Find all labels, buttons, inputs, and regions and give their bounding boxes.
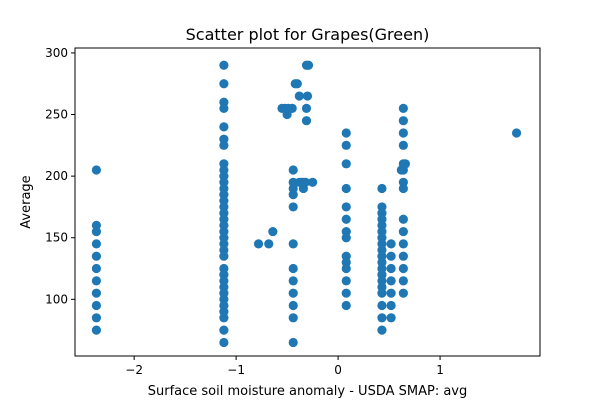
data-point	[219, 79, 229, 89]
data-point	[219, 251, 229, 261]
data-point	[308, 177, 318, 187]
data-point	[386, 300, 396, 311]
data-point	[398, 140, 408, 150]
data-point	[386, 263, 396, 274]
data-point	[294, 91, 304, 101]
data-point	[91, 165, 102, 175]
y-axis-ticks: 100 150 200 250 300	[45, 46, 75, 306]
data-point	[219, 103, 229, 113]
data-point	[264, 239, 274, 249]
data-point	[219, 325, 229, 335]
data-point	[288, 337, 298, 348]
data-point	[288, 288, 298, 298]
data-point	[398, 276, 408, 286]
x-tick-label: 0	[334, 363, 342, 377]
data-point	[302, 91, 313, 101]
y-tick-label: 200	[45, 169, 68, 183]
data-point	[341, 263, 351, 274]
data-point	[288, 190, 298, 200]
data-point	[341, 300, 351, 311]
data-point	[341, 159, 351, 169]
data-point	[386, 276, 396, 286]
data-point	[398, 214, 408, 224]
plot-frame	[74, 47, 541, 357]
data-point	[511, 128, 522, 138]
y-tick-label: 300	[45, 46, 68, 60]
x-tick-label: −1	[227, 363, 245, 377]
data-point	[219, 140, 229, 150]
data-point	[91, 288, 102, 298]
y-axis-label: Average	[19, 175, 34, 228]
data-point	[341, 183, 351, 194]
data-point	[386, 251, 396, 261]
data-point	[288, 313, 298, 323]
data-point	[300, 177, 311, 187]
data-point	[341, 214, 351, 224]
data-point	[398, 116, 408, 126]
data-point	[341, 128, 351, 138]
x-tick-label: −2	[125, 363, 143, 377]
data-point	[341, 276, 351, 286]
data-point	[219, 60, 229, 70]
x-axis-ticks: −2 −1 0 1	[125, 356, 444, 377]
data-point	[288, 165, 298, 175]
data-point	[398, 128, 408, 138]
data-point	[288, 202, 298, 212]
data-point	[268, 226, 278, 237]
data-point	[398, 226, 408, 237]
data-point	[398, 263, 408, 274]
data-point	[341, 140, 351, 150]
y-tick-label: 250	[45, 108, 68, 122]
y-tick-label: 100	[45, 292, 68, 306]
data-point	[91, 325, 102, 335]
y-tick-label: 150	[45, 231, 68, 245]
data-point	[377, 288, 387, 298]
data-point	[219, 337, 229, 348]
data-point	[91, 226, 102, 237]
data-point	[377, 325, 387, 335]
data-point	[219, 313, 229, 323]
data-point	[287, 103, 297, 113]
data-point	[91, 276, 102, 286]
data-point	[288, 300, 298, 311]
data-point	[219, 122, 229, 132]
data-point	[303, 60, 314, 70]
data-point	[91, 251, 102, 261]
data-point	[398, 103, 408, 113]
data-point	[386, 288, 396, 298]
x-axis-label: Surface soil moisture anomaly - USDA SMA…	[148, 384, 468, 399]
data-point	[292, 79, 302, 89]
data-point	[398, 288, 408, 298]
data-point	[398, 239, 408, 249]
data-point	[91, 263, 102, 274]
data-point	[377, 313, 387, 323]
data-point	[398, 251, 408, 261]
data-point	[398, 183, 408, 194]
data-point	[288, 276, 298, 286]
data-point	[341, 288, 351, 298]
data-point	[301, 103, 312, 113]
chart-title: Scatter plot for Grapes(Green)	[186, 25, 430, 44]
data-point	[341, 202, 351, 212]
data-point	[377, 183, 387, 194]
data-point	[386, 239, 396, 249]
data-point	[377, 300, 387, 311]
data-point	[91, 239, 102, 249]
data-point	[301, 116, 312, 126]
x-tick-label: 1	[436, 363, 444, 377]
data-point	[253, 239, 264, 249]
data-point	[91, 300, 102, 311]
data-point	[288, 263, 298, 274]
data-point	[91, 313, 102, 323]
data-point	[341, 233, 351, 243]
data-points	[91, 60, 522, 348]
data-point	[386, 313, 396, 323]
data-point	[396, 165, 406, 175]
data-point	[288, 239, 298, 249]
